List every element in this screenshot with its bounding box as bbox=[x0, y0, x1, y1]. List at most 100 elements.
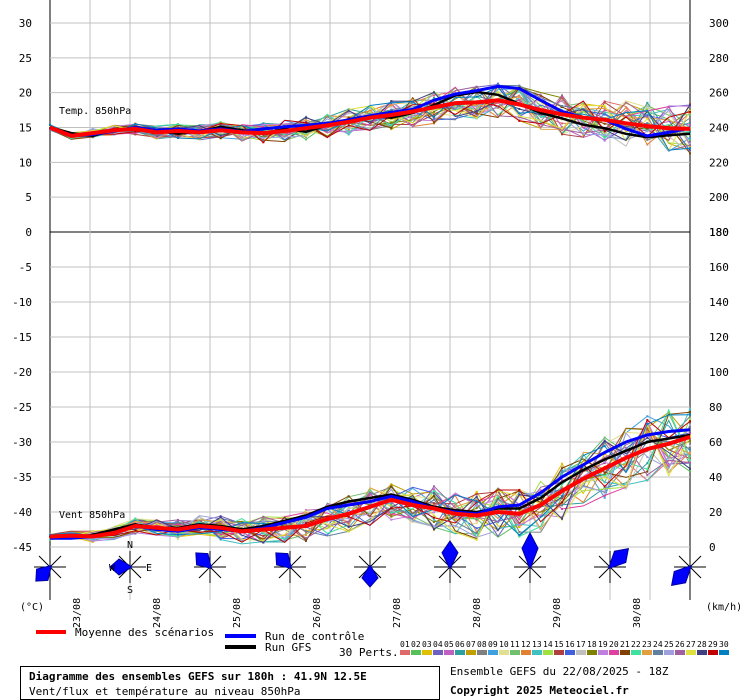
wind-pert-point bbox=[603, 436, 606, 439]
wind-pert-point bbox=[518, 494, 521, 497]
wind-pert-point bbox=[561, 501, 563, 504]
temp-pert-point bbox=[689, 138, 691, 141]
wind-pert-point bbox=[689, 440, 691, 443]
units-right: (km/h) bbox=[706, 602, 740, 613]
legend-pert-swatch bbox=[532, 650, 542, 655]
wind-pert-point bbox=[518, 518, 521, 521]
wind-arrow-icon bbox=[441, 540, 459, 571]
wind-pert-point bbox=[475, 538, 478, 541]
wind-pert-point bbox=[561, 516, 563, 519]
wind-left-tick: -5 bbox=[19, 261, 32, 274]
wind-pert-point bbox=[91, 540, 94, 543]
wind-pert-point bbox=[603, 485, 606, 488]
wind-pert-point bbox=[646, 456, 649, 459]
wind-pert-point bbox=[347, 520, 350, 523]
temp-pert-point bbox=[475, 116, 478, 119]
wind-pert-point bbox=[561, 495, 563, 498]
wind-pert-point bbox=[561, 504, 563, 507]
wind-arrow-icon bbox=[195, 552, 213, 570]
footer-subtitle: Vent/flux et température au niveau 850hP… bbox=[29, 685, 301, 698]
temp-pert-point bbox=[305, 121, 307, 124]
temp-pert-point bbox=[518, 115, 521, 118]
temp-pert-point bbox=[347, 133, 350, 136]
temp-pert-point bbox=[518, 108, 521, 111]
temp-pert-point bbox=[603, 139, 606, 142]
legend-pert-swatch bbox=[488, 650, 498, 655]
legend-pert-number: 08 bbox=[477, 640, 487, 649]
wind-pert-point bbox=[689, 467, 691, 470]
wind-pert-point bbox=[646, 436, 649, 439]
wind-pert-point bbox=[219, 515, 222, 518]
temp-pert-point bbox=[475, 110, 478, 113]
wind-pert-point bbox=[475, 536, 478, 539]
wind-pert-point bbox=[475, 522, 478, 525]
wind-pert-point bbox=[305, 520, 307, 523]
legend-pert-number: 14 bbox=[543, 640, 553, 649]
temp-pert-point bbox=[390, 123, 393, 126]
wind-pert-point bbox=[390, 515, 393, 518]
temp-pert-point bbox=[262, 141, 265, 144]
temp-pert-point bbox=[646, 122, 649, 125]
temp-pert-point bbox=[475, 104, 478, 107]
wind-pert-point bbox=[262, 515, 265, 518]
temp-pert-point bbox=[518, 118, 521, 121]
temp-pert-point bbox=[390, 121, 393, 124]
temp-pert-point bbox=[347, 109, 350, 112]
temp-left-tick: 25 bbox=[19, 52, 32, 65]
wind-pert-point bbox=[390, 509, 393, 512]
wind-pert-point bbox=[305, 537, 307, 540]
temp-pert-point bbox=[603, 113, 606, 116]
temp-pert-point bbox=[390, 128, 393, 131]
wind-pert-point bbox=[433, 488, 435, 491]
temp-pert-point bbox=[433, 115, 435, 118]
temp-pert-point bbox=[603, 122, 606, 125]
temp-pert-point bbox=[561, 122, 563, 125]
wind-pert-point bbox=[603, 490, 606, 493]
wind-pert-point bbox=[433, 493, 435, 496]
wind-pert-point bbox=[689, 463, 691, 466]
legend-pert-swatch bbox=[609, 650, 619, 655]
temp-pert-point bbox=[134, 132, 137, 135]
wind-pert-point bbox=[689, 447, 691, 450]
temp-pert-point bbox=[689, 113, 691, 116]
wind-rose-icon bbox=[194, 551, 226, 583]
temp-pert-point bbox=[347, 130, 350, 133]
wind-pert-point bbox=[603, 486, 606, 489]
temp-pert-point bbox=[689, 103, 691, 106]
temp-pert-point bbox=[689, 110, 691, 113]
wind-pert-point bbox=[134, 520, 137, 523]
temp-pert-point bbox=[689, 111, 691, 114]
temp-pert-point bbox=[177, 134, 179, 137]
temp-pert-point bbox=[305, 118, 307, 121]
wind-pert-point bbox=[518, 533, 521, 536]
legend-pert-number: 29 bbox=[708, 640, 718, 649]
wind-left-tick: -20 bbox=[12, 366, 32, 379]
wind-pert-point bbox=[177, 523, 179, 526]
temp-right-tick: 300 bbox=[709, 17, 729, 30]
wind-pert-point bbox=[305, 522, 307, 525]
wind-pert-point bbox=[262, 521, 265, 524]
date-tick-label: 23/08 bbox=[72, 598, 83, 628]
legend-pert-number: 10 bbox=[499, 640, 509, 649]
temp-pert-point bbox=[646, 128, 649, 131]
wind-pert-point bbox=[646, 473, 649, 476]
temp-pert-point bbox=[518, 94, 521, 97]
wind-pert-point bbox=[475, 507, 478, 510]
temp-pert-point bbox=[134, 133, 137, 136]
wind-arrow-icon bbox=[35, 564, 53, 582]
legend-pert-swatch bbox=[686, 650, 696, 655]
legend-mean-label: Moyenne des scénarios bbox=[75, 626, 214, 639]
wind-pert-point bbox=[475, 537, 478, 540]
temp-pert-point bbox=[561, 96, 563, 99]
temp-pert-point bbox=[518, 112, 521, 115]
wind-pert-point bbox=[390, 501, 393, 504]
wind-pert-point bbox=[689, 435, 691, 438]
wind-right-tick: 60 bbox=[709, 436, 722, 449]
legend-pert-number: 18 bbox=[587, 640, 597, 649]
temp-pert-point bbox=[91, 128, 94, 131]
temp-pert-point bbox=[433, 110, 435, 113]
footer-title-box: Diagramme des ensembles GEFS sur 180h : … bbox=[20, 666, 440, 700]
legend-pert-swatch bbox=[675, 650, 685, 655]
temp-pert-point bbox=[390, 108, 393, 111]
wind-left-tick: -30 bbox=[12, 436, 32, 449]
